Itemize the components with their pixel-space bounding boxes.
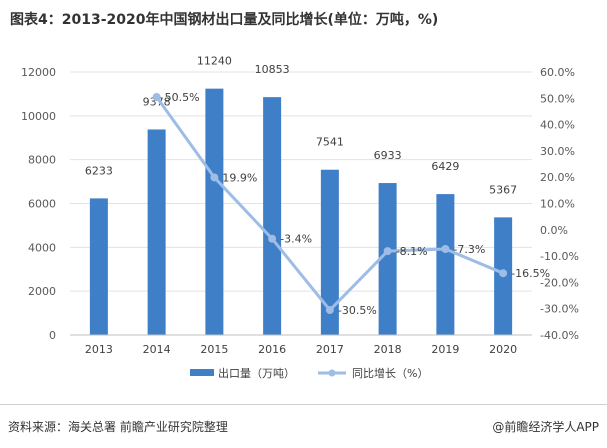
- growth-value-label: -7.3%: [453, 243, 485, 256]
- bar: [205, 88, 224, 335]
- growth-point: [210, 173, 219, 182]
- y-right-tick-label: 30.0%: [540, 145, 575, 158]
- source-note: 资料来源：海关总署 前瞻产业研究院整理: [8, 420, 228, 434]
- y-right-tick-label: -30.0%: [540, 303, 579, 316]
- growth-value-label: -8.1%: [396, 245, 428, 258]
- y-right-tick-label: 40.0%: [540, 119, 575, 132]
- bar-value-label: 6233: [85, 164, 113, 177]
- growth-point: [152, 92, 161, 101]
- left-axis: 0 2000 4000 6000 8000 10000 12000: [21, 66, 56, 342]
- bar-value-label: 11240: [197, 55, 232, 68]
- chart-title: 图表4：2013-2020年中国钢材出口量及同比增长(单位：万吨，%): [10, 12, 439, 28]
- y-right-tick-label: -20.0%: [540, 276, 579, 289]
- growth-value-label: -30.5%: [338, 304, 377, 317]
- y-right-tick-label: -40.0%: [540, 329, 579, 342]
- combo-chart: 0 2000 4000 6000 8000 10000 12000 -40.0% -30.0%…: [21, 55, 579, 380]
- bar: [263, 97, 282, 335]
- y-right-tick-label: 10.0%: [540, 198, 575, 211]
- bar: [378, 183, 397, 335]
- bar-value-label: 5367: [489, 183, 517, 196]
- bar-value-label: 6933: [374, 149, 402, 162]
- growth-value-label: -16.5%: [511, 267, 550, 280]
- legend-swatch-bar: [190, 369, 214, 376]
- y-right-tick-label: 50.0%: [540, 92, 575, 105]
- y-right-tick-label: -10.0%: [540, 250, 579, 263]
- bar: [320, 169, 339, 335]
- growth-point: [499, 269, 508, 278]
- growth-value-label: 19.9%: [222, 171, 257, 184]
- growth-point: [383, 247, 392, 256]
- y-left-tick-label: 4000: [28, 241, 56, 254]
- x-tick-label: 2015: [200, 343, 228, 356]
- footer-divider: [0, 404, 607, 405]
- legend-label-bar: 出口量（万吨）: [218, 366, 295, 380]
- x-axis: 2013 2014 2015 2016 2017 2018 2019 2020: [70, 334, 532, 356]
- bar-value-label: 10853: [255, 63, 290, 76]
- legend: 出口量（万吨） 同比增长（%）: [190, 366, 428, 380]
- gridlines: [70, 71, 532, 292]
- y-left-tick-label: 8000: [28, 154, 56, 167]
- growth-value-label: 50.5%: [165, 91, 200, 104]
- legend-marker-line: [328, 369, 336, 377]
- right-axis: -40.0% -30.0% -20.0% -10.0% 0.0% 10.0% 20.0% 30…: [540, 66, 579, 342]
- bar: [89, 198, 108, 335]
- x-tick-label: 2014: [143, 343, 171, 356]
- bar-value-label: 6429: [431, 160, 459, 173]
- bar-value-label: 7541: [316, 136, 344, 149]
- growth-point: [268, 234, 277, 243]
- x-tick-label: 2018: [374, 343, 402, 356]
- y-right-tick-label: 60.0%: [540, 66, 575, 79]
- y-left-tick-label: 2000: [28, 285, 56, 298]
- line-series: 50.5% 19.9% -3.4% -30.5% -8.1% -7.3% -16.5%: [152, 91, 550, 317]
- growth-point: [325, 306, 334, 315]
- bar: [436, 194, 455, 335]
- brand-credit: @前瞻经济学人APP: [492, 420, 599, 434]
- x-tick-label: 2020: [489, 343, 517, 356]
- x-tick-label: 2019: [431, 343, 459, 356]
- growth-point: [441, 244, 450, 253]
- y-right-tick-label: 20.0%: [540, 171, 575, 184]
- x-tick-label: 2016: [258, 343, 286, 356]
- y-left-tick-label: 0: [49, 329, 56, 342]
- legend-label-line: 同比增长（%）: [352, 366, 428, 380]
- x-tick-label: 2013: [85, 343, 113, 356]
- growth-value-label: -3.4%: [280, 233, 312, 246]
- bar: [147, 129, 166, 335]
- y-left-tick-label: 12000: [21, 66, 56, 79]
- y-left-tick-label: 10000: [21, 110, 56, 123]
- y-right-tick-label: 0.0%: [540, 224, 568, 237]
- y-left-tick-label: 6000: [28, 198, 56, 211]
- x-tick-label: 2017: [316, 343, 344, 356]
